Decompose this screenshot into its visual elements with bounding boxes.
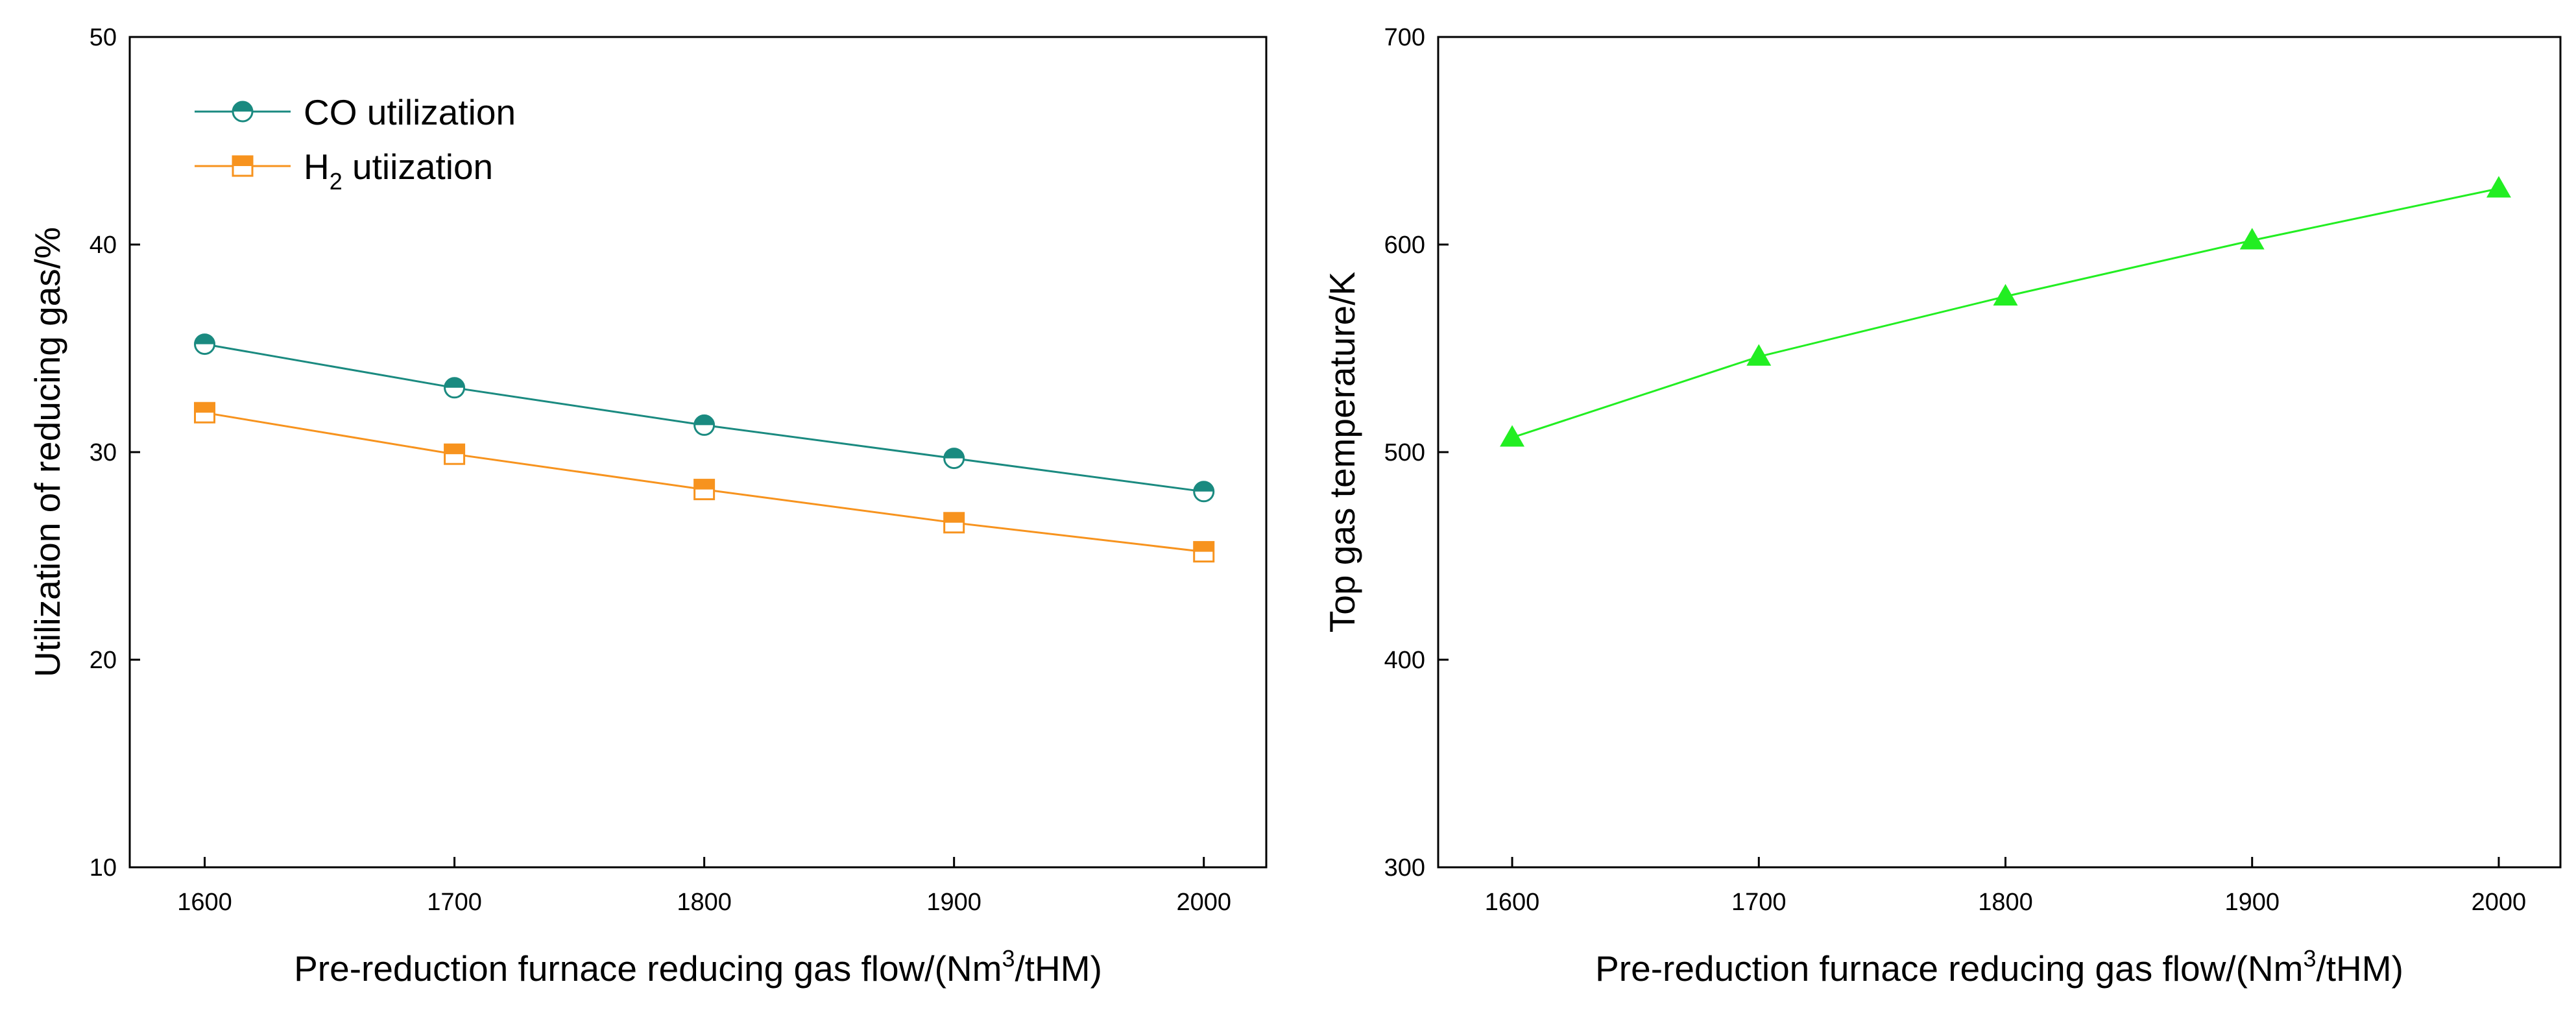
x-axis-title-suffix: /tHM) (2316, 948, 2403, 989)
x-tick-label: 2000 (1176, 889, 1231, 916)
x-axis-title-text: Pre-reduction furnace reducing gas flow/… (294, 948, 1002, 989)
marker-fill (1194, 542, 1214, 552)
data-point-marker (1193, 481, 1215, 503)
y-tick-label: 700 (1384, 24, 1425, 51)
y-tick-label: 50 (90, 24, 117, 51)
marker-fill (444, 378, 464, 388)
data-point-marker (943, 448, 965, 470)
data-point-marker (1500, 425, 1525, 447)
chart-panel-top-gas-temperature: 1600 1700 1800 1900 2000 300 400 500 600 700 Pre-r… (1322, 24, 2562, 989)
y-tick-label: 400 (1384, 647, 1425, 674)
x-axis-title-superscript: 3 (2303, 945, 2316, 972)
data-point-marker (232, 101, 254, 123)
y-tick-label: 500 (1384, 439, 1425, 466)
y-axis-title: Top gas temperature/K (1322, 271, 1362, 632)
y-tick-label: 30 (90, 439, 117, 466)
data-point-marker (1993, 283, 2018, 306)
marker-fill (233, 156, 252, 166)
series-line (1511, 187, 2499, 439)
plot-frame (128, 36, 1268, 869)
x-axis-title: Pre-reduction furnace reducing gas flow/… (294, 945, 1102, 989)
data-point-marker (1193, 541, 1215, 563)
x-tick-label: 2000 (2472, 889, 2527, 916)
legend-label-suffix: utiization (343, 147, 493, 187)
marker-fill (195, 334, 215, 344)
chart-panel-utilization: 1600 1700 1800 1900 2000 10 20 30 40 50 Pre-reduct… (27, 24, 1268, 989)
y-tick-label: 10 (90, 854, 117, 882)
data-point-marker (943, 512, 965, 534)
data-point-marker (2239, 228, 2265, 250)
legend-label-text: H (304, 147, 330, 187)
legend-label: CO utilization (304, 92, 516, 132)
x-axis-title-superscript: 3 (1002, 945, 1015, 972)
marker-fill (444, 444, 464, 455)
marker-fill (195, 403, 215, 413)
x-tick-label: 1700 (427, 889, 482, 916)
y-tick-label: 600 (1384, 232, 1425, 259)
x-tick-label: 1600 (177, 889, 232, 916)
x-tick-label: 1600 (1485, 889, 1540, 916)
x-tick-label: 1800 (677, 889, 732, 916)
data-point-marker (232, 155, 254, 177)
marker-fill (1194, 481, 1214, 492)
data-point-marker (444, 443, 466, 465)
marker-fill (694, 479, 714, 490)
marker-fill (944, 512, 964, 523)
data-point-marker (444, 377, 466, 399)
y-tick-label: 40 (90, 232, 117, 259)
data-point-marker (194, 402, 216, 424)
legend-label: H2 utiization (304, 147, 493, 195)
x-axis-title-text: Pre-reduction furnace reducing gas flow/… (1595, 948, 2303, 989)
legend-label-subscript: 2 (330, 168, 343, 195)
x-axis-title-suffix: /tHM) (1015, 948, 1101, 989)
data-point-marker (1746, 344, 1772, 366)
x-tick-label: 1800 (1978, 889, 2033, 916)
data-point-marker (2486, 176, 2511, 198)
data-point-marker (693, 479, 716, 501)
y-tick-label: 20 (90, 647, 117, 674)
y-axis-title: Utilization of reducing gas/% (27, 227, 67, 677)
plot-frame (1437, 36, 2562, 869)
data-point-marker (194, 333, 216, 355)
x-tick-label: 1900 (926, 889, 981, 916)
x-tick-label: 1700 (1731, 889, 1787, 916)
marker-fill (694, 415, 714, 426)
legend-label-text: CO utilization (304, 92, 516, 132)
marker-fill (233, 102, 252, 112)
data-point-marker (693, 414, 716, 436)
marker-fill (944, 448, 964, 459)
x-tick-label: 1900 (2224, 889, 2280, 916)
y-tick-label: 300 (1384, 854, 1425, 882)
x-axis-title: Pre-reduction furnace reducing gas flow/… (1595, 945, 2403, 989)
